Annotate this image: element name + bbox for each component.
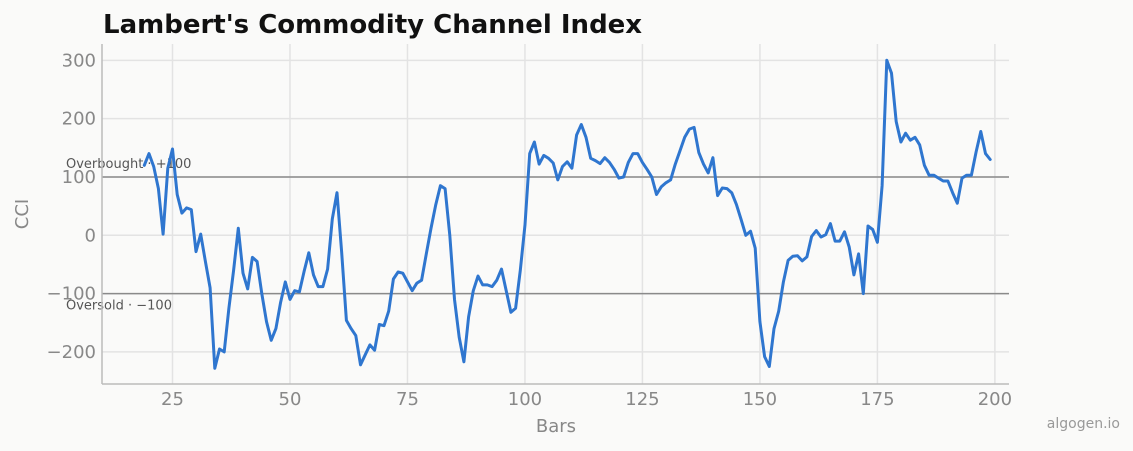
cci-series-line [142,58,992,370]
y-tick-label: −200 [47,342,96,363]
y-tick-labels: −200 −100 0 100 200 300 [47,50,96,363]
axes [101,44,1009,385]
watermark: algogen.io [1047,416,1120,432]
reference-line-label: Oversold · −100 [66,299,172,314]
x-tick-label: 150 [743,389,777,410]
y-tick-label: 100 [62,167,96,188]
x-tick-label: 75 [396,389,419,410]
chart-title: Lambert's Commodity Channel Index [103,10,642,40]
x-tick-label: 25 [161,389,184,410]
x-tick-label: 50 [279,389,302,410]
x-axis-label: Bars [536,416,576,437]
y-tick-label: 200 [62,109,96,130]
x-tick-label: 125 [625,389,659,410]
x-tick-labels: 25 50 75 100 125 150 175 200 [161,389,1012,410]
y-tick-label: 300 [62,50,96,71]
reference-line-label: Overbought · +100 [66,157,191,172]
y-tick-label: −100 [47,284,96,305]
y-tick-label: 0 [85,225,96,246]
x-tick-label: 200 [978,389,1012,410]
x-tick-label: 175 [860,389,894,410]
gridlines [102,44,1009,384]
x-tick-label: 100 [508,389,542,410]
y-axis-label: CCI [12,199,33,229]
